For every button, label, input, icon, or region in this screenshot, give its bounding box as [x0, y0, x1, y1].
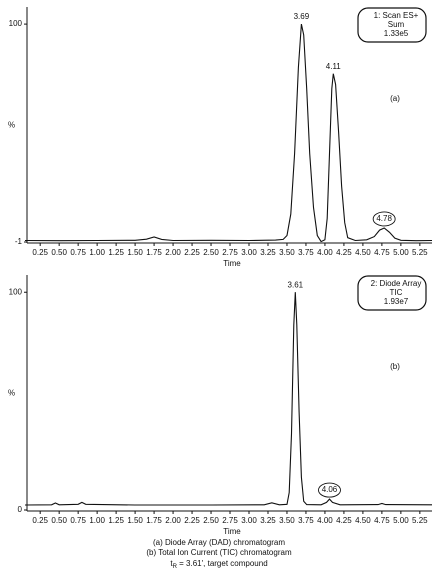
x-tick-label: 4.75 — [374, 248, 390, 257]
peak-label: 3.61 — [288, 280, 304, 289]
info-box-line: 2: Diode Array — [371, 279, 422, 288]
x-tick-label: 5.00 — [393, 248, 409, 257]
x-tick-label: 4.00 — [317, 516, 333, 525]
peak-label: 4.06 — [322, 485, 338, 494]
x-tick-label: 2.25 — [184, 516, 200, 525]
x-tick-label: 1.75 — [146, 248, 162, 257]
y-tick-label: 0 — [18, 505, 23, 514]
peak-label-circle — [372, 211, 396, 227]
x-tick-label: 2.75 — [222, 248, 238, 257]
caption-line: (a) Diode Array (DAD) chromatogram — [153, 538, 285, 547]
caption-line: (b) Total Ion Current (TIC) chromatogram — [146, 548, 292, 557]
x-tick-label: 2.00 — [165, 516, 181, 525]
x-tick-label: 1.50 — [127, 516, 143, 525]
info-box-line: Sum — [388, 20, 405, 29]
info-box — [357, 275, 427, 311]
caption-text: = 3.61', target compound — [177, 559, 268, 568]
x-tick-label: 0.75 — [70, 516, 86, 525]
info-box-line: 1: Scan ES+ — [374, 11, 419, 20]
y-tick-label: 100 — [9, 19, 23, 28]
x-tick-label: 3.75 — [298, 248, 314, 257]
x-tick-label: 2.25 — [184, 248, 200, 257]
x-tick-label: 3.00 — [241, 516, 257, 525]
x-tick-label: 2.75 — [222, 516, 238, 525]
x-tick-label: 3.50 — [279, 248, 295, 257]
peak-label: 4.11 — [326, 62, 342, 71]
x-axis-label: Time — [223, 527, 241, 536]
x-axis-label: Time — [223, 259, 241, 268]
x-tick-label: 2.00 — [165, 248, 181, 257]
info-box-line: 1.33e5 — [384, 29, 409, 38]
x-tick-label: 0.50 — [51, 516, 67, 525]
caption-line: tR = 3.61', target compound — [170, 559, 267, 569]
x-tick-label: 1.25 — [108, 516, 124, 525]
x-tick-label: 4.50 — [355, 248, 371, 257]
x-tick-label: 3.50 — [279, 516, 295, 525]
x-tick-label: 2.50 — [203, 516, 219, 525]
peak-label-circle — [318, 482, 341, 498]
panel-label: (a) — [390, 94, 400, 103]
trace — [24, 292, 433, 506]
x-tick-label: 3.25 — [260, 248, 276, 257]
caption-symbol: t — [170, 559, 173, 568]
y-tick-label: 100 — [9, 287, 23, 296]
x-tick-label: 3.00 — [241, 248, 257, 257]
y-tick-label: -1 — [15, 237, 23, 246]
x-tick-label: 4.75 — [374, 516, 390, 525]
y-axis-label: % — [8, 121, 15, 130]
x-tick-label: 0.25 — [32, 516, 48, 525]
y-axis-label: % — [8, 389, 15, 398]
trace — [24, 23, 433, 243]
x-tick-label: 0.50 — [51, 248, 67, 257]
x-tick-label: 3.25 — [260, 516, 276, 525]
x-tick-label: 4.00 — [317, 248, 333, 257]
x-tick-label: 4.25 — [336, 516, 352, 525]
x-tick-label: 5.25 — [412, 516, 428, 525]
x-tick-label: 1.75 — [146, 516, 162, 525]
panel-label: (b) — [390, 362, 400, 371]
x-tick-label: 0.25 — [32, 248, 48, 257]
peak-label: 4.78 — [376, 214, 392, 223]
x-tick-label: 1.50 — [127, 248, 143, 257]
x-tick-label: 5.00 — [393, 516, 409, 525]
x-tick-label: 0.75 — [70, 248, 86, 257]
x-tick-label: 2.50 — [203, 248, 219, 257]
x-tick-label: 3.75 — [298, 516, 314, 525]
peak-label: 3.69 — [294, 12, 310, 21]
x-tick-label: 4.25 — [336, 248, 352, 257]
x-tick-label: 1.25 — [108, 248, 124, 257]
x-tick-label: 1.00 — [89, 248, 105, 257]
x-tick-label: 4.50 — [355, 516, 371, 525]
info-box — [357, 7, 427, 43]
x-tick-label: 1.00 — [89, 516, 105, 525]
caption-subscript: R — [173, 564, 178, 570]
info-box-line: 1.93e7 — [384, 297, 409, 306]
info-box-line: TIC — [390, 288, 403, 297]
x-tick-label: 5.25 — [412, 248, 428, 257]
